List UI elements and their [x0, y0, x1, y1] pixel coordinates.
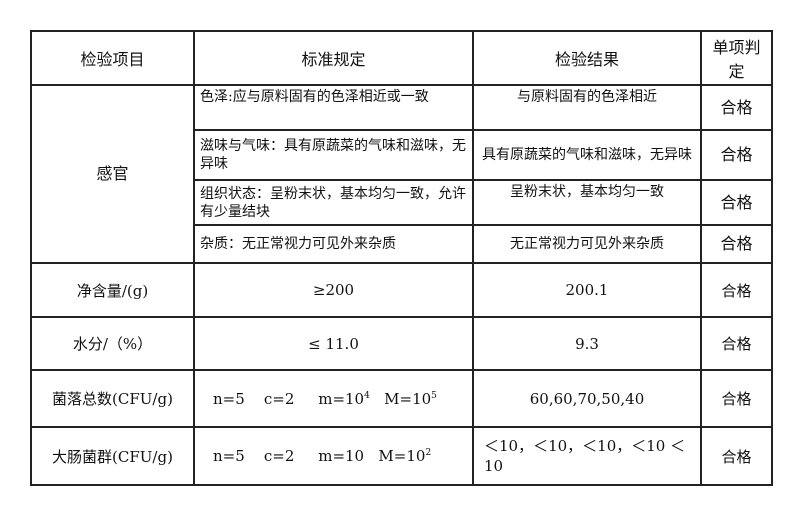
- verdict: 合格: [700, 262, 773, 318]
- verdict: 合格: [700, 129, 773, 181]
- m-value: m=10: [318, 447, 365, 465]
- result: 9.3: [472, 316, 702, 371]
- m-exponent: 4: [364, 390, 370, 401]
- verdict: 合格: [700, 179, 773, 226]
- verdict: 合格: [700, 84, 773, 131]
- standard: 色泽:应与原料固有的色泽相近或一致: [193, 84, 474, 131]
- standard: 滋味与气味：具有原蔬菜的气味和滋味，无异味: [193, 129, 474, 181]
- result: 呈粉末状，基本均匀一致: [472, 179, 702, 226]
- table-row: 菌落总数(CFU/g) n=5 c=2 m=104 M=105 60,60,70…: [30, 369, 773, 428]
- result: 无正常视力可见外来杂质: [472, 224, 702, 264]
- M-exponent: 5: [431, 390, 437, 401]
- table-row: 大肠菌群(CFU/g) n=5 c=2 m=10 M=102 ＜10，＜10，＜…: [30, 426, 773, 486]
- standard: 杂质：无正常视力可见外来杂质: [193, 224, 474, 264]
- item: 净含量/(g): [30, 262, 195, 318]
- standard: n=5 c=2 m=104 M=105: [193, 369, 474, 428]
- result: 60,60,70,50,40: [472, 369, 702, 428]
- c-value: c=2: [263, 389, 295, 408]
- standard: ≤ 11.0: [193, 316, 474, 371]
- c-value: c=2: [263, 447, 295, 465]
- n-value: n=5: [213, 447, 245, 465]
- header-result: 检验结果: [472, 30, 702, 86]
- result: 200.1: [472, 262, 702, 318]
- standard: 组织状态：呈粉末状，基本均匀一致，允许有少量结块: [193, 179, 474, 226]
- item: 菌落总数(CFU/g): [30, 369, 195, 428]
- item: 大肠菌群(CFU/g): [30, 426, 195, 486]
- m-value: m=10: [318, 389, 365, 408]
- M-exponent: 2: [425, 448, 432, 458]
- header-verdict: 单项判定: [700, 30, 773, 86]
- result: 与原料固有的色泽相近: [472, 84, 702, 131]
- verdict: 合格: [700, 369, 773, 428]
- item-sensory: 感官: [30, 84, 195, 264]
- verdict: 合格: [700, 224, 773, 264]
- verdict: 合格: [700, 426, 773, 486]
- verdict: 合格: [700, 316, 773, 371]
- table-row: 感官 色泽:应与原料固有的色泽相近或一致 与原料固有的色泽相近 合格: [30, 84, 773, 264]
- header-standard: 标准规定: [193, 30, 474, 86]
- header-item: 检验项目: [30, 30, 195, 86]
- result: ＜10，＜10，＜10，＜10 ＜10: [472, 426, 702, 486]
- n-value: n=5: [213, 389, 245, 408]
- item: 水分/（%）: [30, 316, 195, 371]
- standard: ≥200: [193, 262, 474, 318]
- M-value: M=10: [384, 389, 432, 408]
- table-row: 水分/（%） ≤ 11.0 9.3 合格: [30, 316, 773, 371]
- result: 具有原蔬菜的气味和滋味，无异味: [472, 129, 702, 181]
- inspection-table: 检验项目 标准规定 检验结果 单项判定 感官 色泽:应与原料固有的色泽相近或一致…: [30, 30, 773, 486]
- table-row: 滋味与气味：具有原蔬菜的气味和滋味，无异味 具有原蔬菜的气味和滋味，无异味 合格: [31, 129, 773, 181]
- table-row: 组织状态：呈粉末状，基本均匀一致，允许有少量结块 呈粉末状，基本均匀一致 合格: [31, 179, 773, 226]
- table-row: 净含量/(g) ≥200 200.1 合格: [30, 262, 773, 318]
- M-value: M=10: [378, 447, 426, 465]
- header-row: 检验项目 标准规定 检验结果 单项判定: [30, 30, 773, 86]
- table-row: 杂质：无正常视力可见外来杂质 无正常视力可见外来杂质 合格: [31, 224, 773, 264]
- standard: n=5 c=2 m=10 M=102: [193, 426, 474, 486]
